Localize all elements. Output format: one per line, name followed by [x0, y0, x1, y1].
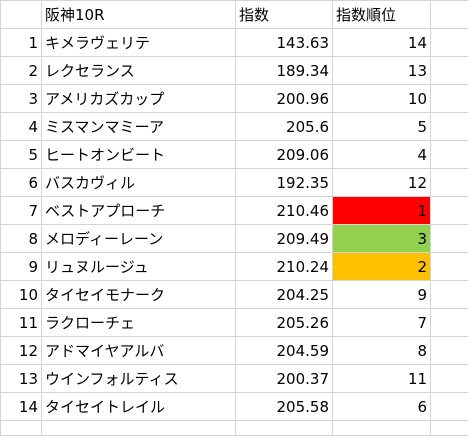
table-row: 11 ラクローチェ 205.26 7	[0, 308, 468, 337]
row-number-cell[interactable]: 13	[0, 364, 42, 393]
horse-name-cell[interactable]: リュヌルージュ	[41, 252, 236, 281]
empty-cell[interactable]	[430, 308, 468, 337]
table-row: 14 タイセイトレイル 205.58 6	[0, 392, 468, 421]
index-cell[interactable]: 200.37	[235, 364, 333, 393]
empty-cell[interactable]	[430, 224, 468, 253]
horse-name-cell[interactable]: タイセイトレイル	[41, 392, 236, 421]
horse-name-cell[interactable]: ベストアプローチ	[41, 196, 236, 225]
table-row: 12 アドマイヤアルバ 204.59 8	[0, 336, 468, 365]
index-cell[interactable]: 210.24	[235, 252, 333, 281]
table-row: 6 バスカヴィル 192.35 12	[0, 168, 468, 197]
table-row: 8 メロディーレーン 209.49 3	[0, 224, 468, 253]
empty-cell[interactable]	[430, 168, 468, 197]
empty-cell[interactable]	[430, 252, 468, 281]
empty-cell[interactable]	[430, 28, 468, 57]
horse-name-cell[interactable]: ラクローチェ	[41, 308, 236, 337]
row-number-cell[interactable]: 4	[0, 112, 42, 141]
row-number-cell[interactable]: 1	[0, 28, 42, 57]
header-cell-race[interactable]: 阪神10R	[41, 0, 236, 29]
empty-cell[interactable]	[41, 420, 236, 436]
rank-cell[interactable]: 8	[332, 336, 431, 365]
row-number-cell[interactable]: 14	[0, 392, 42, 421]
rank-cell[interactable]: 13	[332, 56, 431, 85]
index-cell[interactable]: 200.96	[235, 84, 333, 113]
header-cell-index-rank[interactable]: 指数順位	[332, 0, 431, 29]
index-cell[interactable]: 204.25	[235, 280, 333, 309]
empty-cell[interactable]	[430, 336, 468, 365]
empty-cell[interactable]	[332, 420, 431, 436]
horse-name-cell[interactable]: アドマイヤアルバ	[41, 336, 236, 365]
table-row: 10 タイセイモナーク 204.25 9	[0, 280, 468, 309]
empty-cell[interactable]	[430, 112, 468, 141]
horse-name-cell[interactable]: アメリカズカップ	[41, 84, 236, 113]
index-cell[interactable]: 210.46	[235, 196, 333, 225]
row-number-cell[interactable]: 6	[0, 168, 42, 197]
rank-cell[interactable]: 1	[332, 196, 431, 225]
empty-cell[interactable]	[430, 392, 468, 421]
row-number-cell[interactable]: 8	[0, 224, 42, 253]
table-row: 13 ウインフォルティス 200.37 11	[0, 364, 468, 393]
horse-name-cell[interactable]: ミスマンマミーア	[41, 112, 236, 141]
index-cell[interactable]: 205.26	[235, 308, 333, 337]
table-row: 2 レクセランス 189.34 13	[0, 56, 468, 85]
rank-cell[interactable]: 12	[332, 168, 431, 197]
rank-cell[interactable]: 4	[332, 140, 431, 169]
rank-cell[interactable]: 6	[332, 392, 431, 421]
index-cell[interactable]: 143.63	[235, 28, 333, 57]
rank-cell[interactable]: 5	[332, 112, 431, 141]
index-cell[interactable]: 204.59	[235, 336, 333, 365]
header-cell-index[interactable]: 指数	[235, 0, 333, 29]
index-cell[interactable]: 205.58	[235, 392, 333, 421]
index-cell[interactable]: 189.34	[235, 56, 333, 85]
empty-cell[interactable]	[430, 280, 468, 309]
row-number-cell[interactable]: 12	[0, 336, 42, 365]
rank-cell[interactable]: 10	[332, 84, 431, 113]
header-row: 阪神10R 指数 指数順位	[0, 0, 468, 29]
rank-cell[interactable]: 7	[332, 308, 431, 337]
empty-cell[interactable]	[430, 84, 468, 113]
table-row: 9 リュヌルージュ 210.24 2	[0, 252, 468, 281]
table-row	[0, 420, 468, 436]
row-number-cell[interactable]	[0, 0, 42, 29]
index-cell[interactable]: 192.35	[235, 168, 333, 197]
horse-name-cell[interactable]: バスカヴィル	[41, 168, 236, 197]
row-number-cell[interactable]: 5	[0, 140, 42, 169]
empty-cell[interactable]	[430, 196, 468, 225]
horse-name-cell[interactable]: ウインフォルティス	[41, 364, 236, 393]
horse-name-cell[interactable]: タイセイモナーク	[41, 280, 236, 309]
row-number-cell[interactable]: 10	[0, 280, 42, 309]
table-row: 5 ヒートオンビート 209.06 4	[0, 140, 468, 169]
empty-cell[interactable]	[430, 364, 468, 393]
rank-cell[interactable]: 2	[332, 252, 431, 281]
rank-cell[interactable]: 3	[332, 224, 431, 253]
row-number-cell[interactable]: 9	[0, 252, 42, 281]
rank-cell[interactable]: 9	[332, 280, 431, 309]
horse-name-cell[interactable]: ヒートオンビート	[41, 140, 236, 169]
row-number-cell[interactable]: 11	[0, 308, 42, 337]
empty-cell[interactable]	[430, 140, 468, 169]
table-row: 3 アメリカズカップ 200.96 10	[0, 84, 468, 113]
row-number-cell[interactable]	[0, 420, 42, 436]
row-number-cell[interactable]: 2	[0, 56, 42, 85]
index-cell[interactable]: 209.49	[235, 224, 333, 253]
horse-name-cell[interactable]: メロディーレーン	[41, 224, 236, 253]
row-number-cell[interactable]: 7	[0, 196, 42, 225]
table-row: 4 ミスマンマミーア 205.6 5	[0, 112, 468, 141]
table-row: 7 ベストアプローチ 210.46 1	[0, 196, 468, 225]
empty-cell[interactable]	[430, 0, 468, 29]
row-number-cell[interactable]: 3	[0, 84, 42, 113]
rank-cell[interactable]: 11	[332, 364, 431, 393]
empty-cell[interactable]	[235, 420, 333, 436]
rank-cell[interactable]: 14	[332, 28, 431, 57]
index-cell[interactable]: 205.6	[235, 112, 333, 141]
table-row: 1 キメラヴェリテ 143.63 14	[0, 28, 468, 57]
index-cell[interactable]: 209.06	[235, 140, 333, 169]
horse-name-cell[interactable]: キメラヴェリテ	[41, 28, 236, 57]
horse-name-cell[interactable]: レクセランス	[41, 56, 236, 85]
empty-cell[interactable]	[430, 56, 468, 85]
empty-cell[interactable]	[430, 420, 468, 436]
